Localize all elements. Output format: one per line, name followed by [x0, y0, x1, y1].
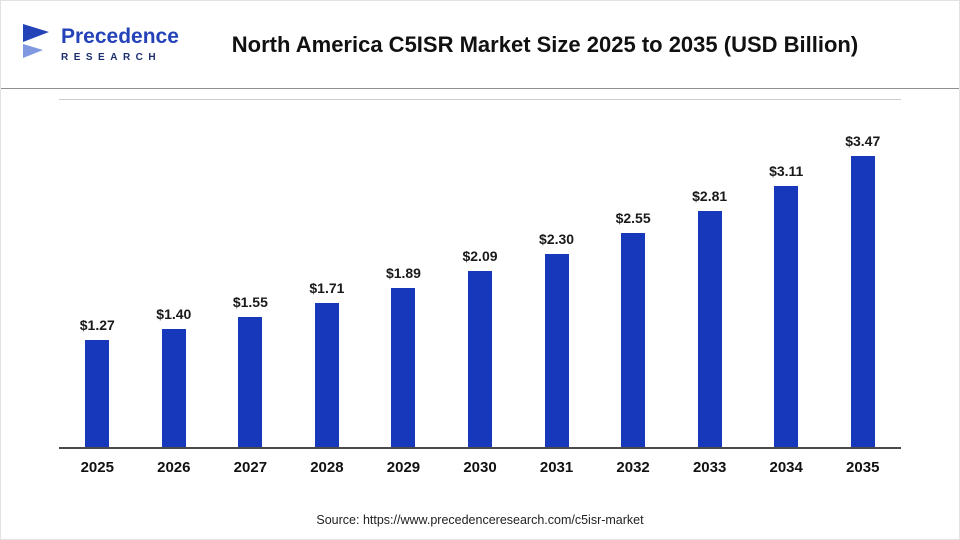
x-axis-label: 2033: [692, 459, 727, 476]
bar-column: $2.30: [518, 100, 595, 447]
bar: [697, 210, 722, 447]
bar-column: $1.89: [365, 100, 442, 447]
x-axis-labels: 2025 2026 2027 2028 2029 2030 2031 2032 2033 2034…: [59, 449, 901, 476]
bar-column: $3.11: [748, 100, 825, 447]
bar: [850, 155, 875, 447]
bar-column: $2.81: [671, 100, 748, 447]
bar-value-label: $3.47: [845, 132, 881, 149]
x-axis-label: 2026: [157, 459, 191, 476]
plot-area: $1.27 $1.40 $1.55 $1.71 $1.89 $2.09 $2.30 $2.55…: [59, 99, 901, 449]
bar-column: $2.55: [595, 100, 672, 447]
bar-column: $1.40: [136, 100, 213, 447]
bar: [621, 232, 646, 447]
bar-column: $1.71: [289, 100, 366, 447]
bar: [391, 288, 416, 447]
chart-title: North America C5ISR Market Size 2025 to …: [231, 31, 859, 57]
precedence-logo-icon: [19, 22, 53, 67]
x-axis-label: 2035: [846, 459, 880, 476]
bar-value-label: $2.30: [539, 230, 575, 247]
bar-value-label: $1.27: [79, 317, 115, 334]
bar-value-label: $3.11: [769, 162, 804, 179]
bar-column: $2.09: [442, 100, 519, 447]
bar: [468, 271, 492, 447]
bar-value-label: $1.89: [385, 265, 421, 282]
bar: [161, 329, 186, 447]
bar-value-label: $2.55: [615, 209, 651, 226]
bar-value-label: $1.40: [156, 306, 192, 323]
bar: [314, 303, 339, 447]
x-axis-label: 2028: [310, 459, 344, 476]
bar-value-label: $1.71: [309, 280, 345, 297]
bar-column: $1.55: [212, 100, 289, 447]
bar-value-label: $1.55: [232, 293, 268, 310]
chart-region: $1.27 $1.40 $1.55 $1.71 $1.89 $2.09 $2.30 $2.55…: [59, 99, 901, 476]
x-axis-label: 2025: [80, 459, 114, 476]
source-text: Source: https://www.precedenceresearch.c…: [316, 513, 644, 527]
bar: [85, 340, 110, 447]
header: Precedence RESEARCH North America C5ISR …: [1, 1, 959, 89]
x-axis-label: 2029: [386, 459, 421, 476]
x-axis-label: 2027: [233, 459, 268, 476]
logo-name: Precedence: [61, 25, 179, 49]
logo-text-block: Precedence RESEARCH: [61, 25, 179, 63]
bar-column: $1.27: [59, 100, 136, 447]
x-axis-label: 2034: [769, 459, 803, 476]
bar: [238, 316, 263, 447]
bar: [774, 185, 799, 447]
bar-value-label: $2.09: [462, 248, 498, 265]
x-axis-label: 2030: [463, 459, 497, 476]
precedence-logo: Precedence RESEARCH: [19, 22, 209, 67]
bar: [544, 253, 569, 447]
x-axis-label: 2032: [616, 459, 650, 476]
bar-value-label: $2.81: [692, 187, 728, 204]
x-axis-label: 2031: [539, 459, 574, 476]
bar-column: $3.47: [824, 100, 901, 447]
logo-subtitle: RESEARCH: [61, 51, 162, 63]
